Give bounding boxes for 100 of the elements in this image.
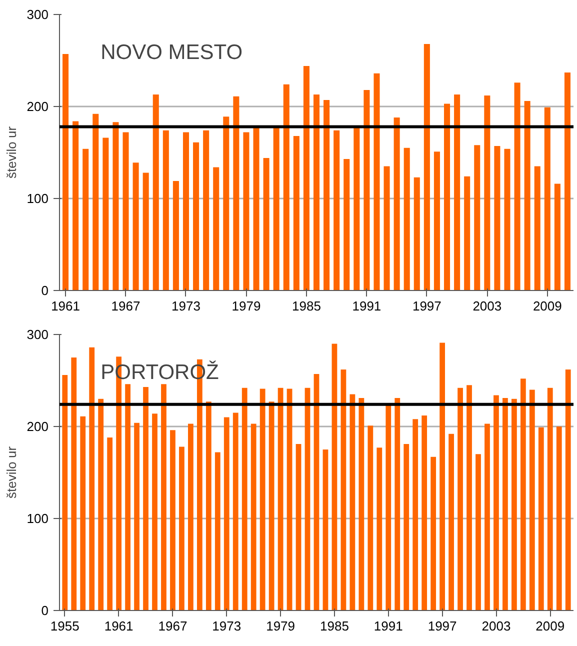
bar bbox=[364, 90, 370, 290]
x-tick-label: 1979 bbox=[232, 298, 261, 314]
bar bbox=[243, 132, 250, 290]
bar bbox=[344, 158, 350, 290]
bar bbox=[273, 128, 280, 290]
bar bbox=[152, 94, 159, 290]
bar bbox=[260, 388, 266, 610]
bar bbox=[182, 132, 190, 290]
bar bbox=[213, 167, 220, 290]
bar bbox=[547, 388, 553, 610]
x-tick-label: 1997 bbox=[412, 298, 442, 314]
bar bbox=[430, 456, 436, 610]
bar bbox=[334, 130, 340, 290]
bar bbox=[233, 96, 240, 290]
bar bbox=[134, 422, 140, 610]
bar bbox=[283, 84, 290, 290]
bar bbox=[538, 427, 544, 610]
bar bbox=[340, 369, 346, 610]
bar bbox=[376, 448, 382, 610]
x-tick-label: 1973 bbox=[212, 618, 242, 634]
bar bbox=[293, 136, 300, 290]
bar bbox=[414, 177, 420, 290]
text: NOVO MESTO bbox=[100, 41, 243, 64]
bar bbox=[474, 145, 480, 290]
y-tick-label: 300 bbox=[26, 7, 49, 22]
bar bbox=[170, 430, 176, 610]
bar bbox=[98, 398, 104, 610]
bar bbox=[504, 148, 510, 290]
bar bbox=[454, 94, 460, 290]
bar bbox=[188, 424, 194, 610]
bar bbox=[278, 388, 284, 610]
bar bbox=[384, 166, 390, 290]
y-tick-label: 200 bbox=[26, 99, 49, 114]
bar bbox=[511, 398, 517, 610]
bar bbox=[253, 128, 260, 290]
bar bbox=[303, 66, 310, 290]
bar bbox=[322, 450, 328, 610]
bar bbox=[556, 426, 562, 610]
y-tick-label: 0 bbox=[41, 603, 49, 618]
bar bbox=[161, 384, 166, 610]
y-tick-label: 300 bbox=[26, 327, 49, 342]
bar bbox=[502, 398, 508, 610]
bar bbox=[162, 130, 169, 290]
bar bbox=[232, 412, 238, 610]
bar bbox=[102, 138, 109, 290]
bar bbox=[72, 121, 79, 290]
x-tick-label: 1991 bbox=[352, 298, 382, 314]
y-tick-label: 200 bbox=[26, 419, 49, 434]
bar bbox=[203, 130, 210, 290]
bar bbox=[286, 388, 292, 610]
bar bbox=[494, 146, 500, 290]
bar bbox=[92, 114, 99, 290]
bar bbox=[354, 128, 360, 290]
bar bbox=[564, 72, 570, 290]
bar bbox=[412, 419, 418, 610]
x-tick-label: 2009 bbox=[536, 618, 565, 634]
y-axis-title: število ur bbox=[4, 126, 19, 179]
bar bbox=[529, 390, 535, 610]
bar bbox=[268, 402, 274, 610]
bar bbox=[296, 444, 302, 610]
bar bbox=[172, 181, 179, 290]
bar bbox=[71, 358, 77, 610]
bar bbox=[214, 452, 220, 610]
x-tick-label: 1985 bbox=[320, 618, 349, 634]
bar bbox=[250, 424, 256, 610]
bar bbox=[80, 416, 86, 610]
bar bbox=[143, 386, 148, 610]
bar bbox=[476, 454, 481, 610]
x-tick-label: 1997 bbox=[428, 618, 457, 634]
x-tick-label: 2003 bbox=[472, 298, 502, 314]
bar bbox=[179, 446, 184, 610]
bar bbox=[448, 434, 454, 610]
bar bbox=[404, 148, 410, 290]
bar bbox=[152, 414, 158, 610]
x-tick-label: 1991 bbox=[374, 618, 403, 634]
x-tick-label: 1961 bbox=[104, 618, 134, 634]
bar bbox=[444, 104, 450, 290]
bar bbox=[386, 405, 392, 610]
bar bbox=[374, 73, 380, 290]
bar bbox=[263, 158, 270, 290]
bar bbox=[534, 166, 540, 290]
bar bbox=[464, 176, 470, 290]
bar bbox=[112, 122, 119, 290]
bar bbox=[62, 374, 68, 610]
bar bbox=[404, 444, 410, 610]
y-tick-label: 0 bbox=[41, 283, 49, 298]
bar bbox=[524, 100, 530, 290]
bar bbox=[554, 184, 560, 290]
bar bbox=[424, 44, 430, 290]
x-tick-label: 1973 bbox=[172, 298, 200, 314]
bar bbox=[242, 388, 248, 610]
bar bbox=[514, 82, 520, 290]
x-tick-label: 2009 bbox=[532, 298, 562, 314]
bar bbox=[394, 398, 400, 610]
bar bbox=[434, 152, 440, 290]
x-tick-label: 1967 bbox=[111, 298, 140, 314]
bar bbox=[125, 384, 130, 610]
bar bbox=[565, 369, 571, 610]
bar bbox=[520, 378, 526, 610]
bar bbox=[350, 394, 356, 610]
